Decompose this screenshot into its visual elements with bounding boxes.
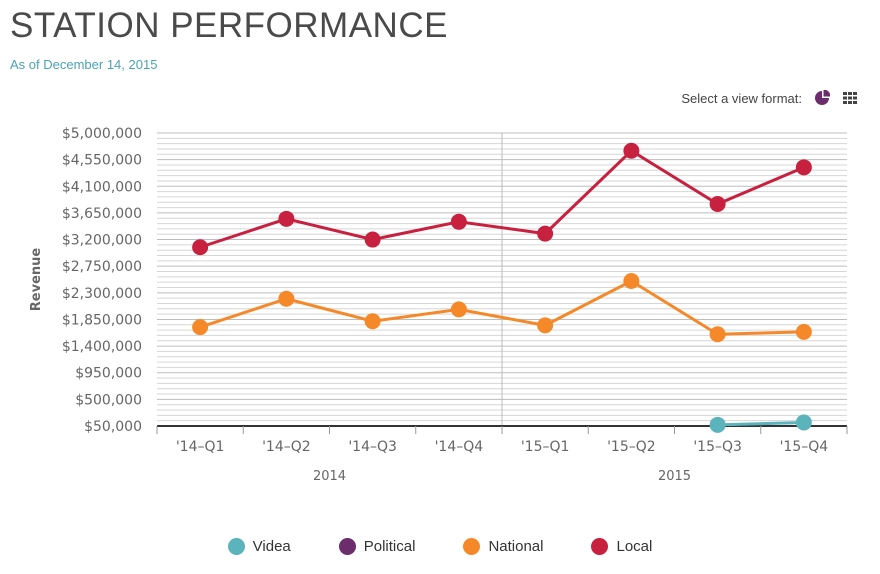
data-point-local[interactable] [278, 210, 295, 227]
data-point-national[interactable] [192, 319, 209, 336]
page-title: STATION PERFORMANCE [10, 6, 448, 45]
data-point-national[interactable] [450, 301, 467, 318]
x-tick-label: '14–Q2 [262, 439, 311, 455]
y-tick-label: $50,000 [84, 419, 142, 435]
x-group-label: 2015 [658, 469, 691, 484]
series-line-national [199, 279, 804, 336]
y-tick-label: $500,000 [75, 392, 142, 408]
data-point-national[interactable] [709, 326, 726, 343]
legend-label: Videa [252, 538, 291, 555]
data-point-national[interactable] [795, 323, 812, 340]
x-tick-label: '14–Q3 [348, 439, 397, 455]
data-point-national[interactable] [537, 317, 554, 334]
x-tick-label: '15–Q1 [521, 439, 570, 455]
data-point-local[interactable] [709, 196, 726, 213]
series-line-videa [717, 420, 804, 427]
y-tick-label: $5,000,000 [62, 126, 142, 142]
x-tick-label: '14–Q4 [435, 439, 484, 455]
data-point-national[interactable] [364, 313, 381, 330]
series-line-local [199, 148, 805, 249]
y-tick-label: $3,650,000 [62, 206, 142, 222]
y-tick-label: $3,200,000 [62, 233, 142, 249]
chart-legend: Videa Political National Local [0, 538, 880, 555]
view-format-label: Select a view format: [681, 90, 802, 106]
y-tick-label: $1,400,000 [62, 339, 142, 355]
x-tick-label: '15–Q3 [693, 439, 742, 455]
data-point-local[interactable] [192, 239, 209, 256]
data-point-local[interactable] [623, 142, 640, 159]
legend-item-political[interactable]: Political [338, 538, 416, 555]
x-tick-label: '14–Q1 [176, 439, 225, 455]
legend-label: Local [616, 538, 653, 555]
x-group-label: 2014 [313, 469, 346, 484]
y-tick-label: $2,300,000 [62, 286, 142, 302]
legend-item-national[interactable]: National [463, 538, 543, 555]
data-point-national[interactable] [623, 272, 640, 289]
grid-icon[interactable] [842, 90, 858, 106]
legend-dot [338, 538, 356, 555]
y-tick-label: $2,750,000 [62, 259, 142, 275]
legend-dot [591, 538, 609, 555]
data-point-local[interactable] [364, 231, 381, 248]
page-subtitle: As of December 14, 2015 [10, 57, 158, 72]
view-format-selector: Select a view format: [681, 89, 858, 106]
legend-dot [463, 538, 481, 555]
pie-chart-icon[interactable] [814, 89, 831, 106]
y-tick-label: $950,000 [75, 366, 142, 382]
data-point-local[interactable] [537, 225, 554, 242]
legend-label: Political [363, 538, 416, 555]
legend-dot [227, 538, 245, 555]
data-point-national[interactable] [278, 290, 295, 307]
x-tick-label: '15–Q4 [780, 439, 829, 455]
y-tick-label: $4,100,000 [62, 179, 142, 195]
legend-label: National [488, 538, 544, 555]
y-tick-label: $4,550,000 [62, 153, 142, 169]
data-point-local[interactable] [795, 159, 812, 176]
data-point-videa[interactable] [795, 414, 812, 431]
y-tick-label: $1,850,000 [62, 312, 142, 328]
data-point-local[interactable] [450, 213, 467, 230]
y-axis-label: Revenue [29, 248, 44, 312]
legend-item-videa[interactable]: Videa [227, 538, 291, 555]
legend-item-local[interactable]: Local [591, 538, 652, 555]
x-tick-label: '15–Q2 [607, 439, 656, 455]
data-point-videa[interactable] [709, 416, 726, 433]
